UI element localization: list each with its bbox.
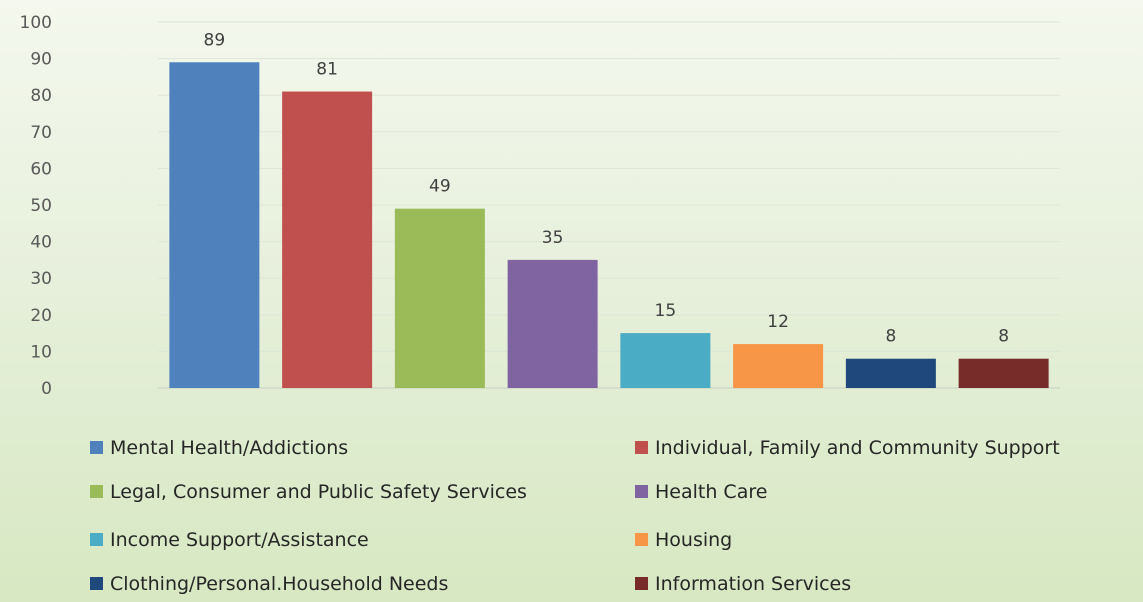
bar	[507, 259, 598, 388]
y-tick-label: 50	[30, 196, 52, 216]
legend-label: Mental Health/Addictions	[110, 437, 348, 459]
legend-swatch	[635, 485, 648, 498]
bar	[958, 358, 1049, 388]
bar	[282, 91, 373, 388]
data-labels: 89 81 49 35 15 12 8 8	[204, 30, 1009, 346]
bars	[169, 62, 1049, 388]
bar	[620, 333, 711, 388]
data-label: 8	[998, 327, 1009, 347]
y-tick-label: 40	[30, 233, 52, 253]
y-tick-label: 70	[30, 123, 52, 143]
legend-label: Clothing/Personal.Household Needs	[110, 573, 448, 595]
data-label: 8	[885, 327, 896, 347]
y-tick-label: 100	[20, 13, 52, 33]
data-label: 89	[204, 30, 226, 50]
y-tick-label: 10	[30, 342, 52, 362]
legend-swatch	[90, 577, 103, 590]
data-label: 49	[429, 177, 451, 197]
legend-swatch	[90, 533, 103, 546]
bar	[169, 62, 260, 388]
data-label: 81	[316, 60, 338, 80]
legend-swatch	[635, 441, 648, 454]
legend-label: Individual, Family and Community Support	[655, 437, 1060, 459]
y-tick-label: 60	[30, 159, 52, 179]
y-tick-label: 80	[30, 86, 52, 106]
legend-label: Health Care	[655, 481, 767, 503]
legend-swatch	[635, 577, 648, 590]
legend-swatch	[635, 533, 648, 546]
data-label: 15	[655, 301, 677, 321]
legend-label: Legal, Consumer and Public Safety Servic…	[110, 481, 527, 503]
bar	[394, 208, 485, 388]
bar	[733, 344, 824, 388]
data-label: 12	[767, 312, 789, 332]
y-tick-label: 90	[30, 50, 52, 70]
y-tick-label: 20	[30, 306, 52, 326]
legend: Mental Health/Addictions Individual, Fami…	[90, 437, 1060, 595]
data-label: 35	[542, 228, 564, 248]
legend-swatch	[90, 485, 103, 498]
bar	[845, 358, 936, 388]
legend-swatch	[90, 441, 103, 454]
y-tick-label: 30	[30, 269, 52, 289]
legend-label: Income Support/Assistance	[110, 529, 369, 551]
legend-label: Housing	[655, 529, 732, 551]
legend-label: Information Services	[655, 573, 851, 595]
y-axis-ticks: 0 10 20 30 40 50 60 70 80 90 100	[20, 13, 52, 399]
y-tick-label: 0	[41, 379, 52, 399]
